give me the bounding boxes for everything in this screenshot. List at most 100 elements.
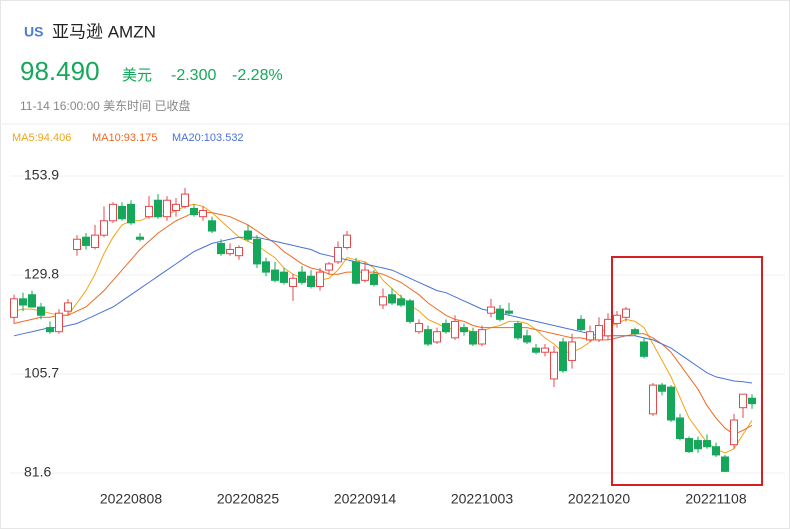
candle-body xyxy=(388,294,396,304)
candle-body xyxy=(208,220,216,232)
market-badge: US xyxy=(24,24,43,40)
candle-body xyxy=(595,325,603,341)
candle-body xyxy=(415,322,423,333)
candle-body xyxy=(523,335,531,343)
candle-body xyxy=(451,320,459,339)
candle-body xyxy=(199,210,207,218)
candle-body xyxy=(316,271,324,288)
candle-body xyxy=(721,456,729,472)
candle-body xyxy=(352,261,360,284)
candle-body xyxy=(568,341,576,361)
y-tick-label: 153.9 xyxy=(24,167,59,183)
candle-body xyxy=(532,347,540,353)
change-pct: -2.28% xyxy=(232,67,283,84)
candle-body xyxy=(550,351,558,380)
candle-body xyxy=(631,329,639,335)
candle-body xyxy=(343,234,351,248)
candle-body xyxy=(676,417,684,439)
candle-body xyxy=(262,261,270,273)
candle-body xyxy=(460,327,468,333)
highlight-box xyxy=(611,256,763,486)
candle-body xyxy=(217,242,225,255)
candle-body xyxy=(289,277,297,288)
candle-body xyxy=(748,397,756,405)
x-tick-label: 20220808 xyxy=(100,491,163,507)
candle-body xyxy=(100,220,108,236)
x-tick-label: 20221108 xyxy=(685,491,746,507)
candle-body xyxy=(505,310,513,314)
legend-entry: MA5:94.406 xyxy=(12,132,71,144)
candle-body xyxy=(370,273,378,285)
candle-body xyxy=(19,298,27,306)
currency: 美元 xyxy=(122,67,152,84)
ma-line xyxy=(13,212,753,435)
candle-body xyxy=(442,322,450,333)
candle-body xyxy=(496,308,504,320)
candle-body xyxy=(127,203,135,224)
candle-body xyxy=(136,236,144,240)
candle-body xyxy=(622,308,630,318)
candle-body xyxy=(298,271,306,283)
candle-body xyxy=(226,249,234,255)
candle-body xyxy=(235,246,243,257)
candle-body xyxy=(685,437,693,453)
y-tick-label: 129.8 xyxy=(24,266,59,282)
candle-body xyxy=(424,329,432,345)
candle-body xyxy=(559,341,567,372)
candle-body xyxy=(145,205,153,218)
candle-body xyxy=(73,238,81,251)
candle-body xyxy=(667,386,675,421)
candle-body xyxy=(604,318,612,337)
candle-body xyxy=(244,230,252,240)
candle-body xyxy=(487,306,495,314)
candle-body xyxy=(334,246,342,263)
candle-body xyxy=(406,300,414,322)
candle-body xyxy=(577,318,585,331)
candle-body xyxy=(712,446,720,456)
candle-body xyxy=(658,384,666,392)
candle-body xyxy=(640,341,648,357)
candle-body xyxy=(91,234,99,248)
candle-body xyxy=(325,263,333,271)
candle-body xyxy=(28,294,36,308)
candle-body xyxy=(154,199,162,218)
candle-body xyxy=(433,331,441,343)
y-tick-label: 105.7 xyxy=(24,365,59,381)
candle-body xyxy=(118,205,126,220)
candle-body xyxy=(397,298,405,306)
candle-body xyxy=(172,203,180,212)
candle-body xyxy=(739,393,747,409)
ma-line xyxy=(13,203,753,454)
candle-body xyxy=(37,306,45,316)
candle-body xyxy=(379,296,387,306)
change: -2.300 xyxy=(171,67,216,84)
timestamp: 11-14 16:00:00 美东时间 已收盘 xyxy=(20,98,191,113)
candle-body xyxy=(730,419,738,446)
candle-body xyxy=(271,269,279,281)
candle-body xyxy=(82,236,90,246)
candle-body xyxy=(361,269,369,281)
candle-body xyxy=(586,331,594,341)
candle-body xyxy=(694,440,702,450)
candle-body xyxy=(163,199,171,218)
candle-body xyxy=(64,302,72,312)
legend-entry: MA10:93.175 xyxy=(92,132,157,144)
candle-body xyxy=(514,322,522,339)
candle-body xyxy=(649,384,657,415)
candle-body xyxy=(46,327,54,333)
candle-body xyxy=(55,312,63,333)
candle-body xyxy=(478,329,486,345)
x-tick-label: 20220825 xyxy=(217,491,280,507)
candle-body xyxy=(10,298,18,318)
candle-body xyxy=(613,314,621,324)
candle-body xyxy=(541,347,549,353)
candle-body xyxy=(253,238,261,265)
candle-body xyxy=(190,207,198,216)
stock-name: 亚马逊 AMZN xyxy=(52,22,156,41)
candle-body xyxy=(181,193,189,207)
ma-line xyxy=(13,236,753,384)
x-tick-label: 20221020 xyxy=(568,491,631,507)
candle-body xyxy=(109,203,117,222)
